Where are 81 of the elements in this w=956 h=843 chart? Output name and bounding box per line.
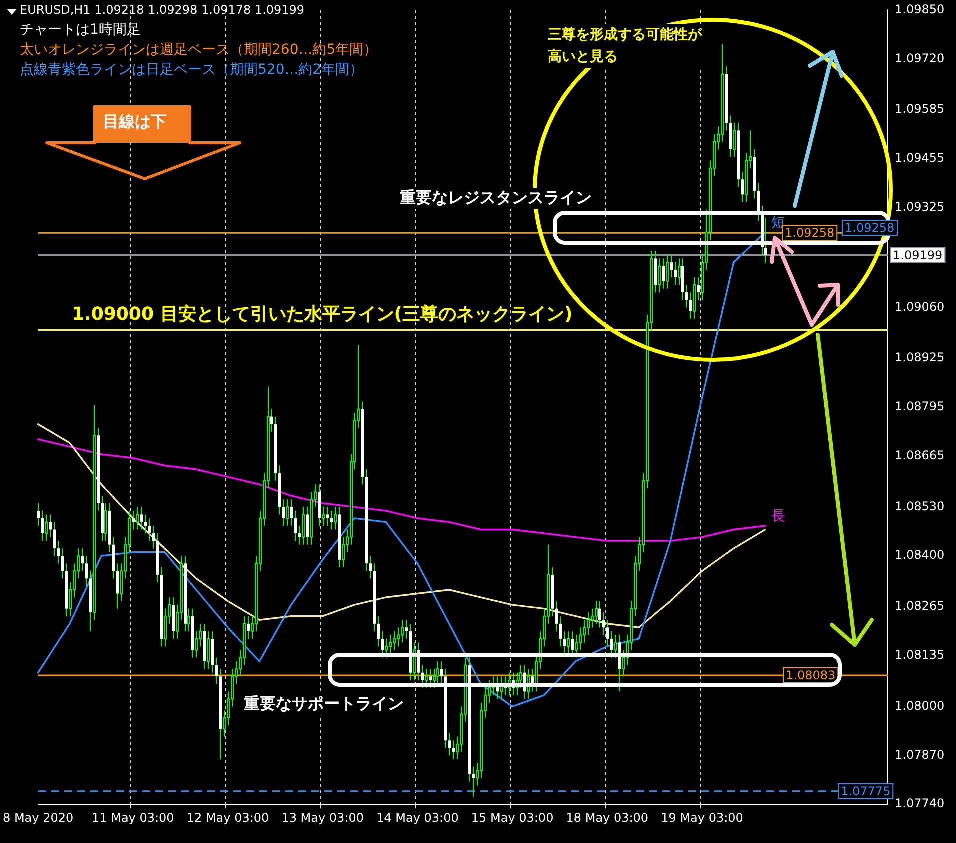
y-tick-label: 1.08925 — [895, 350, 945, 365]
candlestick — [602, 612, 605, 636]
candlestick — [674, 262, 677, 286]
annotation: 点線青紫色ラインは日足ベース（期間520…約2年間） — [20, 61, 364, 79]
candlestick — [381, 630, 384, 658]
annotation: 重要なサポートライン — [242, 694, 406, 715]
candlestick — [448, 732, 451, 756]
candlestick — [53, 522, 56, 557]
chart-title: EURUSD,H1 1.09218 1.09298 1.09178 1.09199 — [20, 3, 305, 17]
y-tick-label: 1.09325 — [895, 200, 945, 214]
ref-line-label: 1.07775 — [841, 784, 891, 799]
y-tick-label: 1.08265 — [895, 599, 945, 614]
candlestick — [452, 740, 455, 760]
y-tick-label: 1.08530 — [895, 499, 945, 514]
y-tick-label: 1.08400 — [895, 548, 945, 562]
y-tick-label: 1.09585 — [895, 102, 945, 116]
candlestick — [140, 506, 143, 530]
candlestick — [405, 620, 408, 640]
candlestick — [559, 616, 562, 647]
candlestick — [294, 510, 297, 542]
candlestick — [290, 499, 293, 526]
candlestick — [81, 548, 84, 572]
candlestick — [148, 518, 151, 542]
candlestick — [571, 630, 574, 658]
candlestick — [555, 600, 558, 632]
y-tick-label: 1.08665 — [895, 448, 945, 462]
candlestick — [282, 499, 285, 526]
candlestick — [326, 506, 329, 526]
candlestick — [144, 514, 147, 534]
y-tick-label: 1.07870 — [895, 748, 945, 762]
y-tick-label: 1.08135 — [895, 648, 945, 662]
annotation: 1.09258 — [842, 220, 898, 236]
candlestick — [472, 766, 475, 798]
y-tick-label: 1.09455 — [895, 151, 945, 166]
x-tick-label: 13 May 03:00 — [282, 810, 364, 825]
y-tick-label: 1.09850 — [895, 2, 945, 16]
annotation: 三尊を形成する可能性が高いと見る — [546, 24, 708, 68]
y-tick-label: 1.09060 — [895, 300, 945, 314]
candlestick — [685, 284, 688, 308]
candlestick — [610, 630, 613, 658]
candlestick — [215, 657, 218, 685]
candlestick — [101, 495, 104, 542]
ref-line-label: 1.08083 — [786, 668, 836, 683]
ref-line-label: 1.09199 — [893, 248, 943, 262]
candlestick — [37, 502, 40, 526]
candlestick — [49, 514, 52, 538]
candlestick — [563, 630, 566, 655]
candlestick — [606, 620, 609, 647]
candlestick — [330, 510, 333, 530]
ref-line-label: 1.09000 目安として引いた水平ライン(三尊のネックライン) — [72, 304, 573, 325]
candlestick — [429, 668, 432, 688]
annotation: 太いオレンジラインは週足ベース（期間260…約5年間） — [20, 41, 378, 59]
candlestick — [377, 616, 380, 647]
x-tick-label: 11 May 03:00 — [92, 810, 174, 825]
candlestick — [662, 258, 665, 290]
candlestick — [152, 525, 155, 550]
candlestick — [421, 664, 424, 688]
candlestick — [440, 661, 443, 685]
series-label: 長 — [771, 508, 786, 525]
y-tick-label: 1.08795 — [895, 400, 945, 414]
candlestick — [116, 563, 119, 610]
candlestick — [369, 556, 372, 580]
annotation: 重要なレジスタンスライン — [398, 188, 594, 209]
candlestick — [41, 510, 44, 542]
x-tick-label: 19 May 03:00 — [661, 810, 744, 825]
x-tick-label: 12 May 03:00 — [186, 810, 270, 825]
x-tick-label: 14 May 03:00 — [376, 810, 459, 825]
y-tick-label: 1.08000 — [895, 698, 945, 713]
y-tick-label: 1.09720 — [895, 51, 945, 66]
annotation: 目線は下 — [103, 112, 167, 133]
candlestick — [57, 540, 60, 564]
x-tick-label: 8 May 2020 — [2, 810, 74, 825]
candlestick — [598, 600, 601, 628]
candlestick — [61, 548, 64, 580]
candlestick — [670, 254, 673, 278]
x-tick-label: 15 May 03:00 — [471, 810, 554, 825]
x-tick-label: 18 May 03:00 — [566, 810, 649, 825]
y-tick-label: 1.07740 — [895, 796, 945, 811]
candlestick — [85, 556, 88, 587]
ref-line-label: 1.09258 — [785, 226, 835, 240]
annotation: チャートは1時間足 — [20, 21, 141, 39]
